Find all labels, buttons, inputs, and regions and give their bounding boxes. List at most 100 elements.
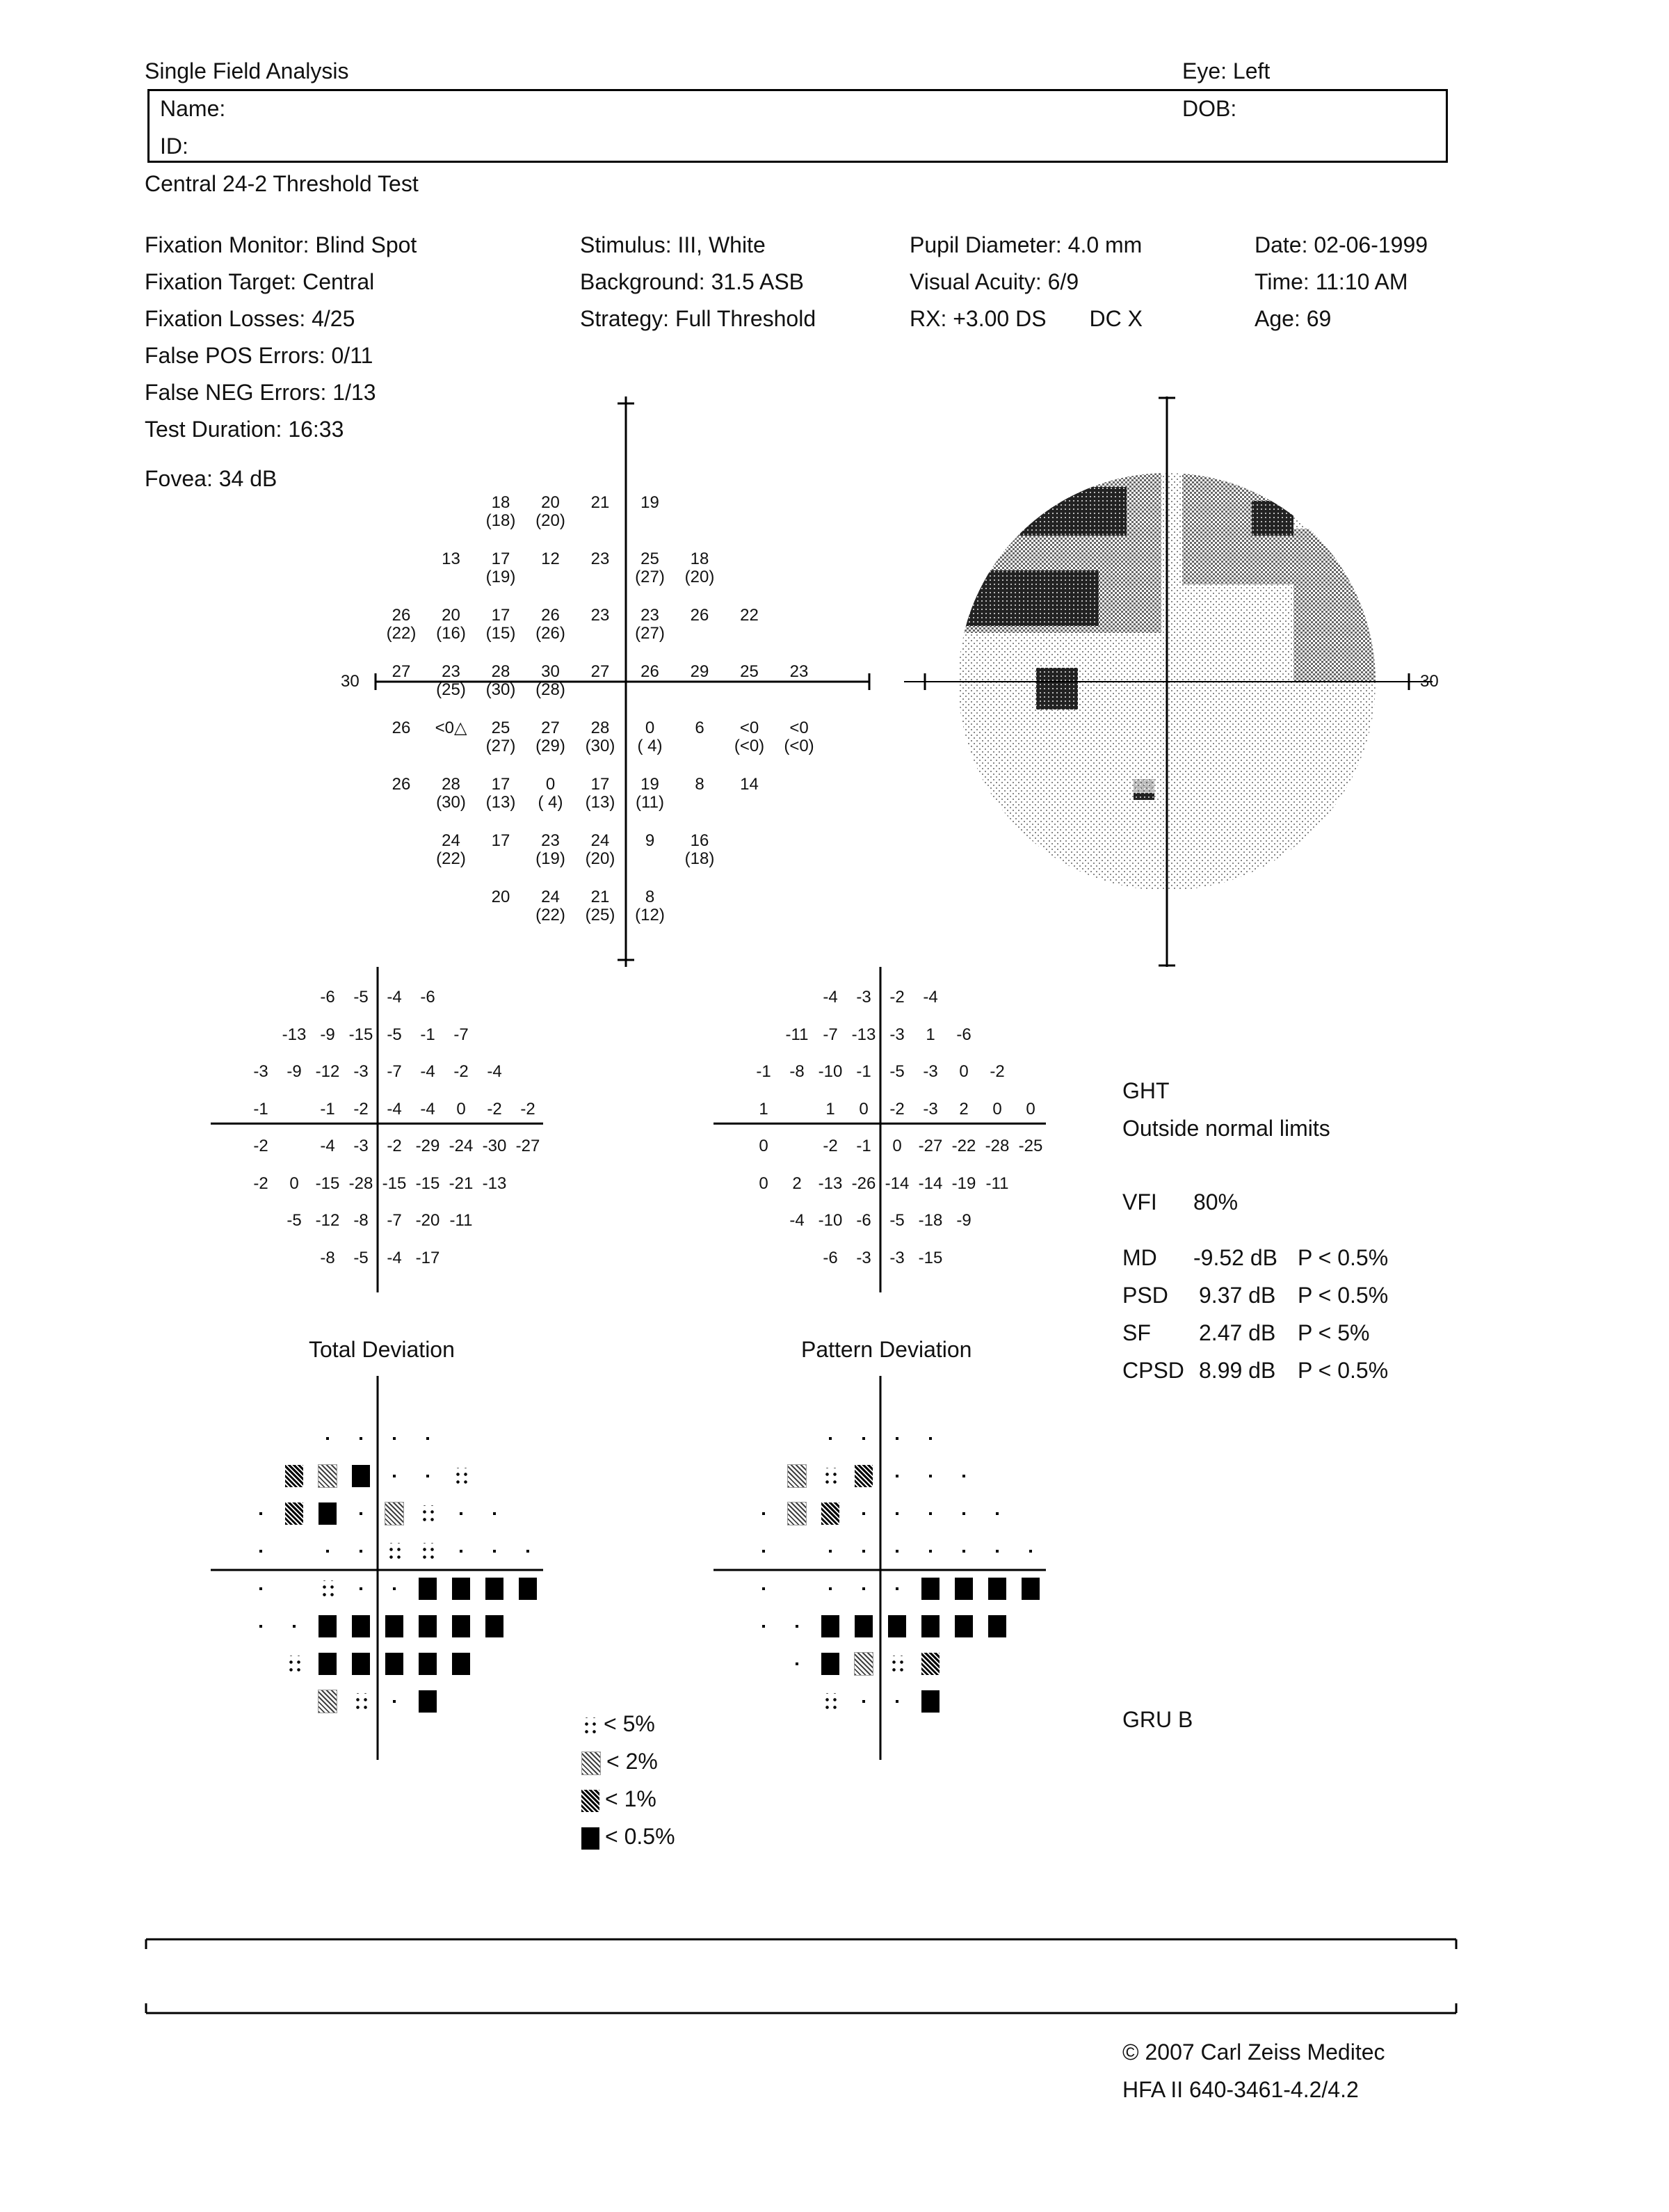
fovea-value: Fovea: 34 dB <box>145 466 277 491</box>
threshold-retest: (22) <box>386 624 417 643</box>
prob-05-icon <box>419 1615 437 1637</box>
prob-normal-icon <box>258 1548 264 1554</box>
threshold-value: 17 <box>491 831 510 850</box>
copyright: © 2007 Carl Zeiss Meditec <box>1122 2039 1385 2065</box>
prob-05-icon <box>955 1615 973 1637</box>
deviation-value: 0 <box>992 1099 1002 1119</box>
threshold-value: 8 <box>645 888 655 906</box>
threshold-value: 23 <box>640 606 659 625</box>
threshold-value: 0 <box>545 775 556 794</box>
legend-2-label: < 2% <box>606 1749 658 1774</box>
deviation-value: -3 <box>856 1248 871 1267</box>
deviation-value: 0 <box>759 1173 768 1193</box>
threshold-value: 21 <box>590 493 610 512</box>
deviation-value: -18 <box>918 1211 943 1230</box>
prob-05-icon <box>855 1615 873 1637</box>
param-fixation-monitor: Fixation Monitor: Blind Spot <box>145 232 417 257</box>
prob-05-icon <box>352 1615 370 1637</box>
deviation-value: -3 <box>889 1248 905 1267</box>
prob-1-icon <box>921 1653 940 1675</box>
deviation-value: -12 <box>315 1211 340 1230</box>
param-time: Time: 11:10 AM <box>1255 269 1408 294</box>
deviation-value: -3 <box>353 1137 369 1155</box>
prob-05-icon <box>352 1465 370 1487</box>
threshold-value: 19 <box>640 775 659 794</box>
params-col3: Pupil Diameter: 4.0 mm Visual Acuity: 6/… <box>910 227 1143 337</box>
threshold-value: 20 <box>491 888 510 906</box>
prob-normal-icon <box>525 1548 531 1554</box>
deviation-value: -7 <box>823 1025 838 1044</box>
legend-1: < 1% <box>581 1786 656 1812</box>
deviation-value: -4 <box>923 988 938 1007</box>
prob-normal-icon <box>458 1511 464 1516</box>
prob-1-icon <box>285 1465 303 1487</box>
deviation-value: -4 <box>420 1099 435 1119</box>
prob-05-icon <box>319 1502 337 1525</box>
threshold-value: 16 <box>690 831 709 850</box>
prob-2-icon <box>581 1751 601 1775</box>
threshold-retest: (28) <box>535 680 565 699</box>
deviation-value: -1 <box>856 1062 871 1081</box>
deviation-value: -15 <box>382 1173 407 1193</box>
deviation-value: -3 <box>923 1062 938 1081</box>
ght-title: GHT <box>1122 1078 1170 1103</box>
threshold-axis-label-left: 30 <box>341 672 360 691</box>
threshold-value: 26 <box>392 719 411 737</box>
deviation-value: 2 <box>959 1099 969 1119</box>
ght-result: Outside normal limits <box>1122 1116 1330 1141</box>
deviation-value: -5 <box>353 988 369 1007</box>
deviation-value: -11 <box>785 1025 809 1044</box>
deviation-value: -4 <box>487 1062 502 1081</box>
param-rx-ds: RX: +3.00 DS <box>910 306 1047 331</box>
prob-normal-icon <box>828 1436 833 1441</box>
threshold-retest: (30) <box>485 680 516 699</box>
prob-normal-icon <box>258 1624 264 1629</box>
prob-normal-icon <box>761 1586 766 1592</box>
deviation-value: -3 <box>353 1062 369 1081</box>
deviation-value: -19 <box>951 1173 976 1193</box>
eye-label: Eye: Left <box>1182 58 1271 83</box>
prob-normal-icon <box>928 1436 933 1441</box>
deviation-value: -9 <box>956 1211 971 1230</box>
deviation-value: -14 <box>885 1173 910 1193</box>
graytone-axis-label: 30 <box>1420 672 1439 691</box>
deviation-value: -17 <box>415 1248 440 1267</box>
threshold-value: 23 <box>590 550 610 568</box>
threshold-retest: (<0) <box>734 737 765 755</box>
id-label: ID: <box>160 134 188 159</box>
deviation-value: -7 <box>453 1025 469 1044</box>
prob-normal-icon <box>458 1548 464 1554</box>
prob-normal-icon <box>325 1436 330 1441</box>
threshold-retest: (27) <box>635 568 665 586</box>
prob-05-icon <box>385 1615 403 1637</box>
threshold-value: 24 <box>590 831 610 850</box>
prob-normal-icon <box>492 1511 497 1516</box>
psd-p: P < 0.5% <box>1298 1283 1389 1308</box>
param-false-pos: False POS Errors: 0/11 <box>145 343 373 368</box>
deviation-value: -10 <box>818 1062 843 1081</box>
threshold-retest: (19) <box>485 568 516 586</box>
prob-05-icon <box>352 1653 370 1675</box>
threshold-value: 14 <box>740 775 759 794</box>
param-false-neg: False NEG Errors: 1/13 <box>145 380 376 405</box>
deviation-value: -15 <box>348 1025 373 1044</box>
deviation-value: 0 <box>1026 1099 1035 1119</box>
prob-normal-icon <box>258 1511 264 1516</box>
deviation-value: -13 <box>282 1025 307 1044</box>
legend-05: < 0.5% <box>581 1824 675 1850</box>
params-col1: Fixation Monitor: Blind Spot Fixation Ta… <box>145 227 417 448</box>
threshold-value: 0 <box>645 719 655 737</box>
deviation-value: -15 <box>918 1248 943 1267</box>
prob-05-icon <box>921 1578 940 1600</box>
prob-05-icon <box>452 1653 470 1675</box>
prob-normal-icon <box>894 1473 900 1479</box>
threshold-value: 24 <box>541 888 560 906</box>
dob-label: DOB: <box>1182 96 1237 121</box>
threshold-value: 12 <box>541 550 560 568</box>
prob-5-icon <box>822 1468 839 1484</box>
threshold-retest: (12) <box>635 906 665 924</box>
deviation-value: -4 <box>320 1137 335 1155</box>
